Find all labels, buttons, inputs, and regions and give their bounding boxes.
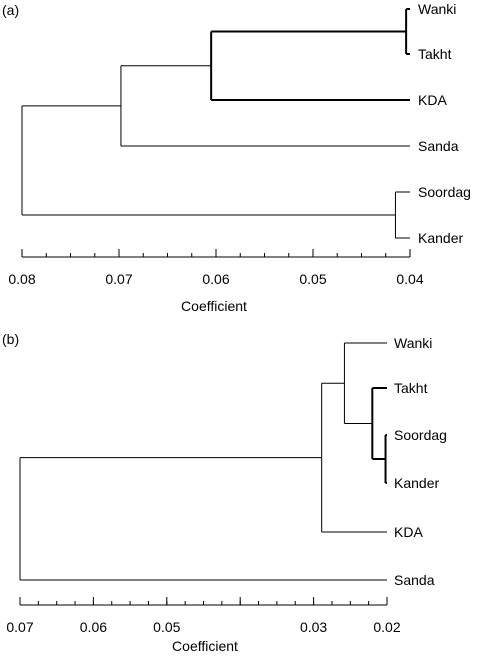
tick-label: 0.06 [202, 271, 229, 287]
dendrogram-panel-b: (b) Wanki Takht Soordag Kander KDA Sanda 0.07… [2, 331, 447, 654]
branches-b [19, 342, 387, 581]
panel-label-b: (b) [2, 331, 19, 347]
panel-label-a: (a) [2, 2, 19, 18]
merge-node-m4 [120, 65, 410, 147]
leaf-label: Takht [394, 380, 428, 396]
leaf-label: Kander [418, 230, 463, 246]
merge-node-n4 [321, 382, 387, 533]
x-axis-b: 0.07 0.06 0.05 0.03 0.02 [6, 597, 401, 635]
leaf-label: Soordag [418, 184, 471, 200]
leaf-labels-a: Wanki Takht KDA Sanda Soordag Kander [418, 1, 471, 246]
merge-node-m3 [210, 30, 410, 101]
tick-label: 0.07 [6, 619, 33, 635]
merge-node-m2 [394, 191, 410, 239]
tick-label: 0.07 [105, 271, 132, 287]
branches-a [21, 8, 410, 239]
x-axis-title-b: Coefficient [172, 638, 238, 654]
leaf-label: Soordag [394, 427, 447, 443]
leaf-label: Wanki [418, 1, 456, 17]
leaf-label: KDA [418, 92, 447, 108]
tick-label: 0.06 [80, 619, 107, 635]
leaf-label: Wanki [394, 335, 432, 351]
tick-label: 0.05 [299, 271, 326, 287]
leaf-label: Sanda [418, 138, 459, 154]
merge-node-n5 [19, 457, 387, 581]
leaf-label: KDA [394, 524, 423, 540]
merge-node-n3 [343, 342, 387, 424]
leaf-label: Kander [394, 475, 439, 491]
tick-label: 0.03 [300, 619, 327, 635]
merge-node-m5 [21, 105, 396, 216]
tick-label: 0.05 [153, 619, 180, 635]
merge-node-n1 [384, 434, 387, 484]
leaf-labels-b: Wanki Takht Soordag Kander KDA Sanda [394, 335, 447, 588]
tick-label: 0.08 [8, 271, 35, 287]
tick-label: 0.04 [396, 271, 423, 287]
dendrogram-panel-a: (a) Wanki Takht KDA Sanda Soordag Kander 0.08… [2, 1, 471, 314]
merge-node-m1 [405, 8, 410, 55]
tick-label: 0.02 [373, 619, 400, 635]
leaf-label: Sanda [394, 572, 435, 588]
x-axis-title-a: Coefficient [181, 298, 247, 314]
leaf-label: Takht [418, 46, 452, 62]
x-axis-a: 0.08 0.07 0.06 0.05 0.04 [8, 249, 424, 287]
